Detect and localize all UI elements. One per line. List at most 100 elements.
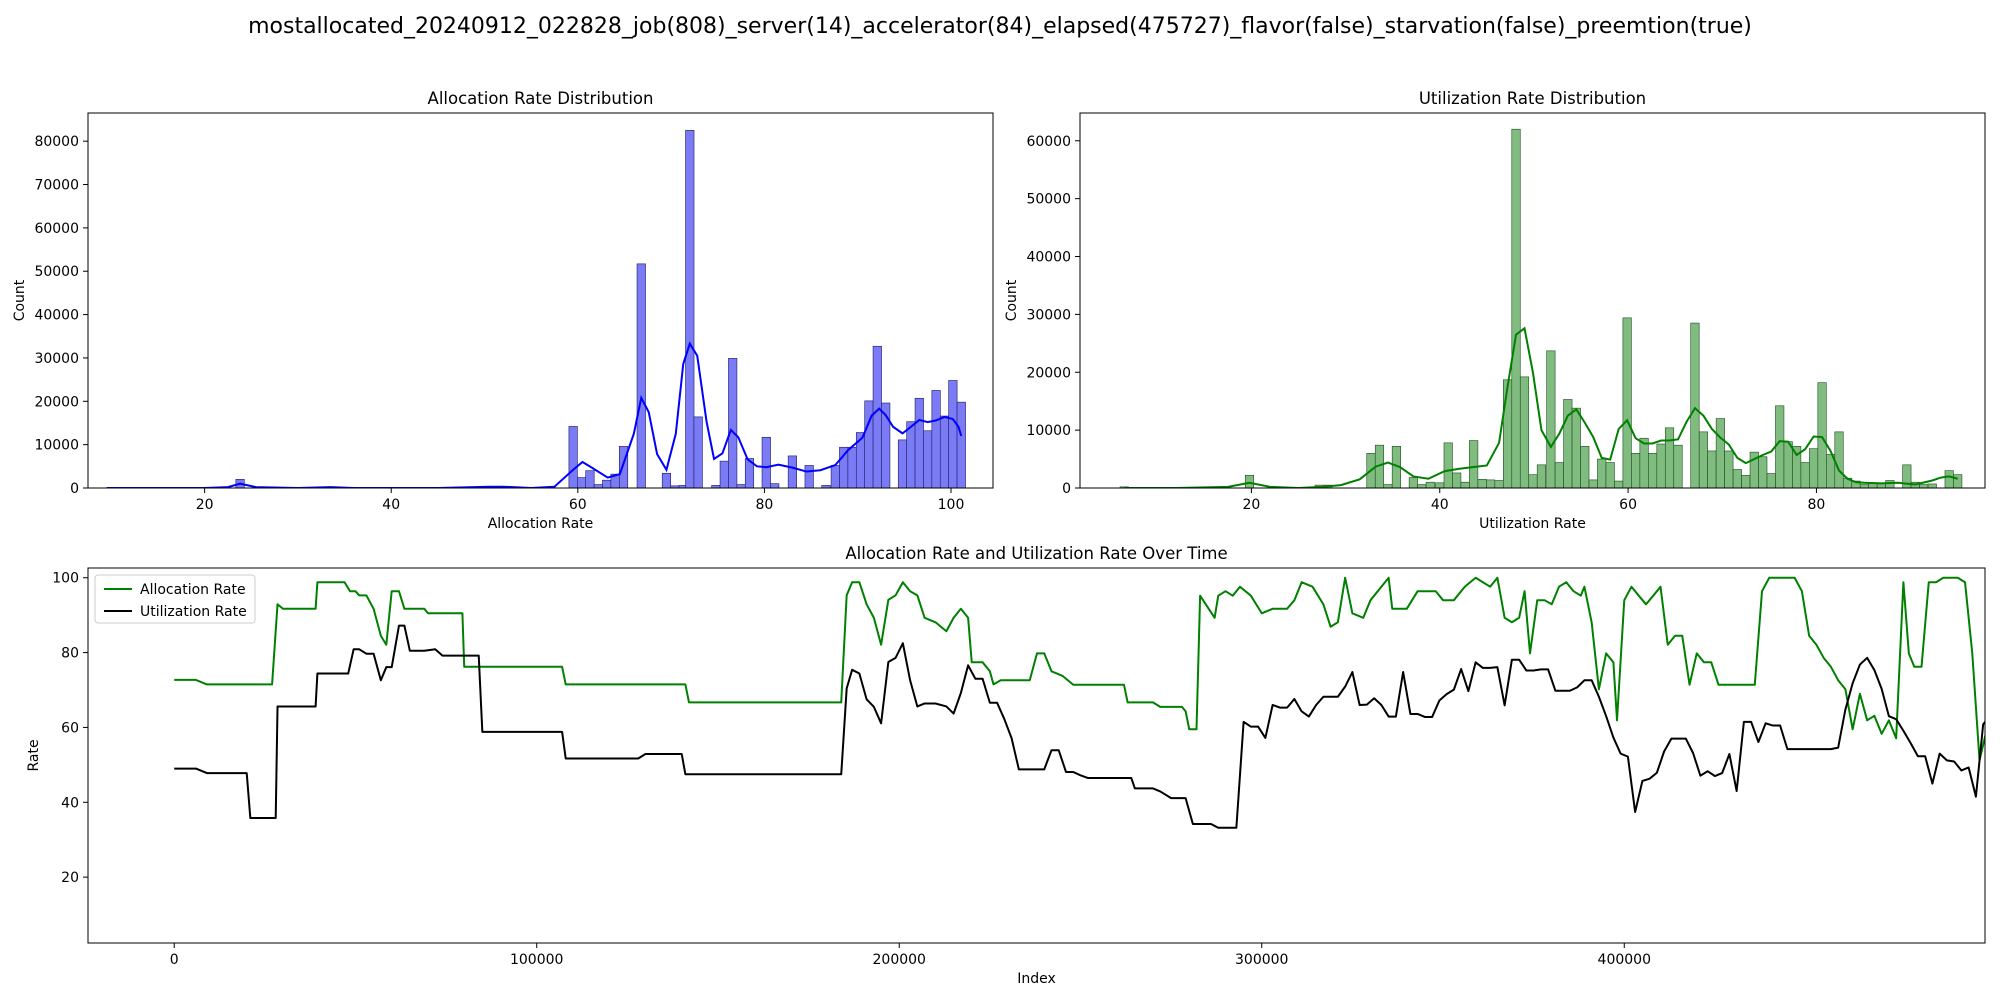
chart1-bar-41 xyxy=(1698,431,1708,488)
chart0-bar-29 xyxy=(872,345,882,488)
chart0-ylabel: Count xyxy=(12,279,28,321)
chart2-ytick-label-2: 60 xyxy=(61,720,79,736)
chart2-title: Allocation Rate and Utilization Rate Ove… xyxy=(845,544,1227,563)
chart1-bar-14 xyxy=(1460,481,1470,488)
chart1-bar-30 xyxy=(1597,458,1607,488)
chart1-xlabel: Utilization Rate xyxy=(1479,516,1586,532)
chart0-bar-19 xyxy=(761,436,771,488)
chart1-bar-54 xyxy=(1809,448,1819,488)
chart0-ytick-label-7: 70000 xyxy=(34,178,79,194)
chart0-kde-line xyxy=(106,341,963,488)
chart1-bar-57 xyxy=(1834,431,1844,488)
chart0-ytick-label-2: 20000 xyxy=(34,394,79,410)
chart1-bar-63 xyxy=(1885,480,1895,488)
chart2-series-line-0 xyxy=(174,576,1985,762)
chart1-bar-69 xyxy=(1953,474,1963,488)
chart1-bar-48 xyxy=(1758,456,1768,488)
chart1-plot-area xyxy=(1119,128,1963,488)
chart1-bar-35 xyxy=(1639,437,1649,488)
chart2-ylabel: Rate xyxy=(26,739,42,771)
chart1-bar-6 xyxy=(1383,484,1393,488)
chart1-bar-51 xyxy=(1783,441,1793,488)
chart2-xtick-label-3: 300000 xyxy=(1235,952,1288,968)
chart1-bar-32 xyxy=(1614,480,1624,488)
chart1-bar-16 xyxy=(1477,479,1487,488)
chart1-bar-13 xyxy=(1452,472,1462,488)
chart2-ytick-label-3: 80 xyxy=(61,646,79,662)
chart0-ytick-label-4: 40000 xyxy=(34,308,79,324)
chart1-bar-55 xyxy=(1817,382,1827,488)
chart0-bar-25 xyxy=(839,446,849,488)
chart0-xtick-label-3: 80 xyxy=(756,497,774,513)
chart0-ytick-label-8: 80000 xyxy=(34,134,79,150)
chart1-ytick-label-1: 10000 xyxy=(1026,423,1071,439)
chart1-bar-43 xyxy=(1715,418,1725,488)
chart0-xlabel: Allocation Rate xyxy=(488,516,594,532)
chart1-bar-24 xyxy=(1546,350,1556,488)
chart0-bar-2 xyxy=(577,477,587,488)
chart1-bar-21 xyxy=(1519,376,1530,488)
chart1-bar-25 xyxy=(1554,462,1564,488)
chart0-ytick-label-0: 0 xyxy=(70,481,79,497)
chart1-bar-22 xyxy=(1528,474,1538,488)
chart1-ytick-label-6: 60000 xyxy=(1026,134,1071,150)
chart0-bar-5 xyxy=(602,479,612,488)
chart2-xtick-label-1: 100000 xyxy=(510,952,563,968)
chart1-bar-38 xyxy=(1664,427,1675,488)
chart1-bar-68 xyxy=(1944,470,1954,488)
chart1-ytick-label-0: 0 xyxy=(1062,481,1071,497)
chart1-ytick-label-2: 20000 xyxy=(1026,365,1071,381)
chart2-series-line-1 xyxy=(174,624,1985,829)
chart1-kde-line xyxy=(1124,326,1958,488)
chart1-xtick-label-0: 20 xyxy=(1242,497,1260,513)
chart1-bar-50 xyxy=(1775,405,1785,488)
chart1-ylabel: Count xyxy=(1004,279,1020,321)
allocation-histogram-panel: 20 40 60 80 100 0 10000 20000 30000 40000 50000 600… xyxy=(12,89,994,532)
chart2-legend-box xyxy=(94,574,256,624)
chart2-xtick-label-2: 200000 xyxy=(873,952,926,968)
chart0-bar-37 xyxy=(948,380,958,488)
chart1-bar-31 xyxy=(1605,462,1615,488)
chart1-bar-19 xyxy=(1503,379,1513,488)
chart0-bar-31 xyxy=(897,439,908,488)
chart1-bar-53 xyxy=(1800,462,1810,488)
chart1-axes-frame xyxy=(1079,112,1986,489)
chart1-ytick-label-3: 30000 xyxy=(1026,307,1071,323)
chart0-ytick-label-3: 30000 xyxy=(34,351,79,367)
chart1-bar-9 xyxy=(1417,484,1427,488)
chart1-bar-44 xyxy=(1724,450,1734,488)
chart0-bar-12 xyxy=(685,130,695,488)
chart1-bar-40 xyxy=(1690,322,1700,488)
chart0-bar-26 xyxy=(847,446,857,488)
chart0-xtick-label-0: 20 xyxy=(196,497,214,513)
chart1-bar-27 xyxy=(1571,407,1581,488)
chart0-ytick-label-5: 50000 xyxy=(34,264,79,280)
chart0-bar-13 xyxy=(693,416,703,488)
chart0-bar-22 xyxy=(804,465,814,488)
chart0-bar-32 xyxy=(906,421,916,488)
chart0-xtick-label-1: 40 xyxy=(382,497,400,513)
chart0-ytick-label-6: 60000 xyxy=(34,221,79,237)
chart1-xtick-label-2: 60 xyxy=(1619,497,1637,513)
chart0-bar-33 xyxy=(914,397,924,488)
chart1-bar-34 xyxy=(1631,452,1641,488)
chart2-xlabel: Index xyxy=(1017,971,1056,987)
chart1-title: Utilization Rate Distribution xyxy=(1419,89,1646,108)
chart1-bar-20 xyxy=(1511,128,1521,488)
chart1-bar-36 xyxy=(1648,452,1658,488)
chart0-bar-28 xyxy=(864,400,874,488)
chart0-title: Allocation Rate Distribution xyxy=(428,89,654,108)
chart1-bar-39 xyxy=(1673,444,1683,488)
chart0-plot-area xyxy=(106,130,966,488)
chart1-bar-45 xyxy=(1732,469,1742,488)
chart1-bar-18 xyxy=(1494,480,1504,488)
chart1-ytick-label-5: 50000 xyxy=(1026,192,1071,208)
chart2-legend-label-1: Utilization Rate xyxy=(140,604,247,620)
chart0-bar-7 xyxy=(618,446,629,488)
chart2-xtick-label-4: 400000 xyxy=(1598,952,1651,968)
chart0-bar-4 xyxy=(593,484,603,488)
chart1-bar-37 xyxy=(1656,443,1666,488)
chart0-bar-35 xyxy=(931,390,941,488)
chart2-plot-area xyxy=(174,576,1985,829)
